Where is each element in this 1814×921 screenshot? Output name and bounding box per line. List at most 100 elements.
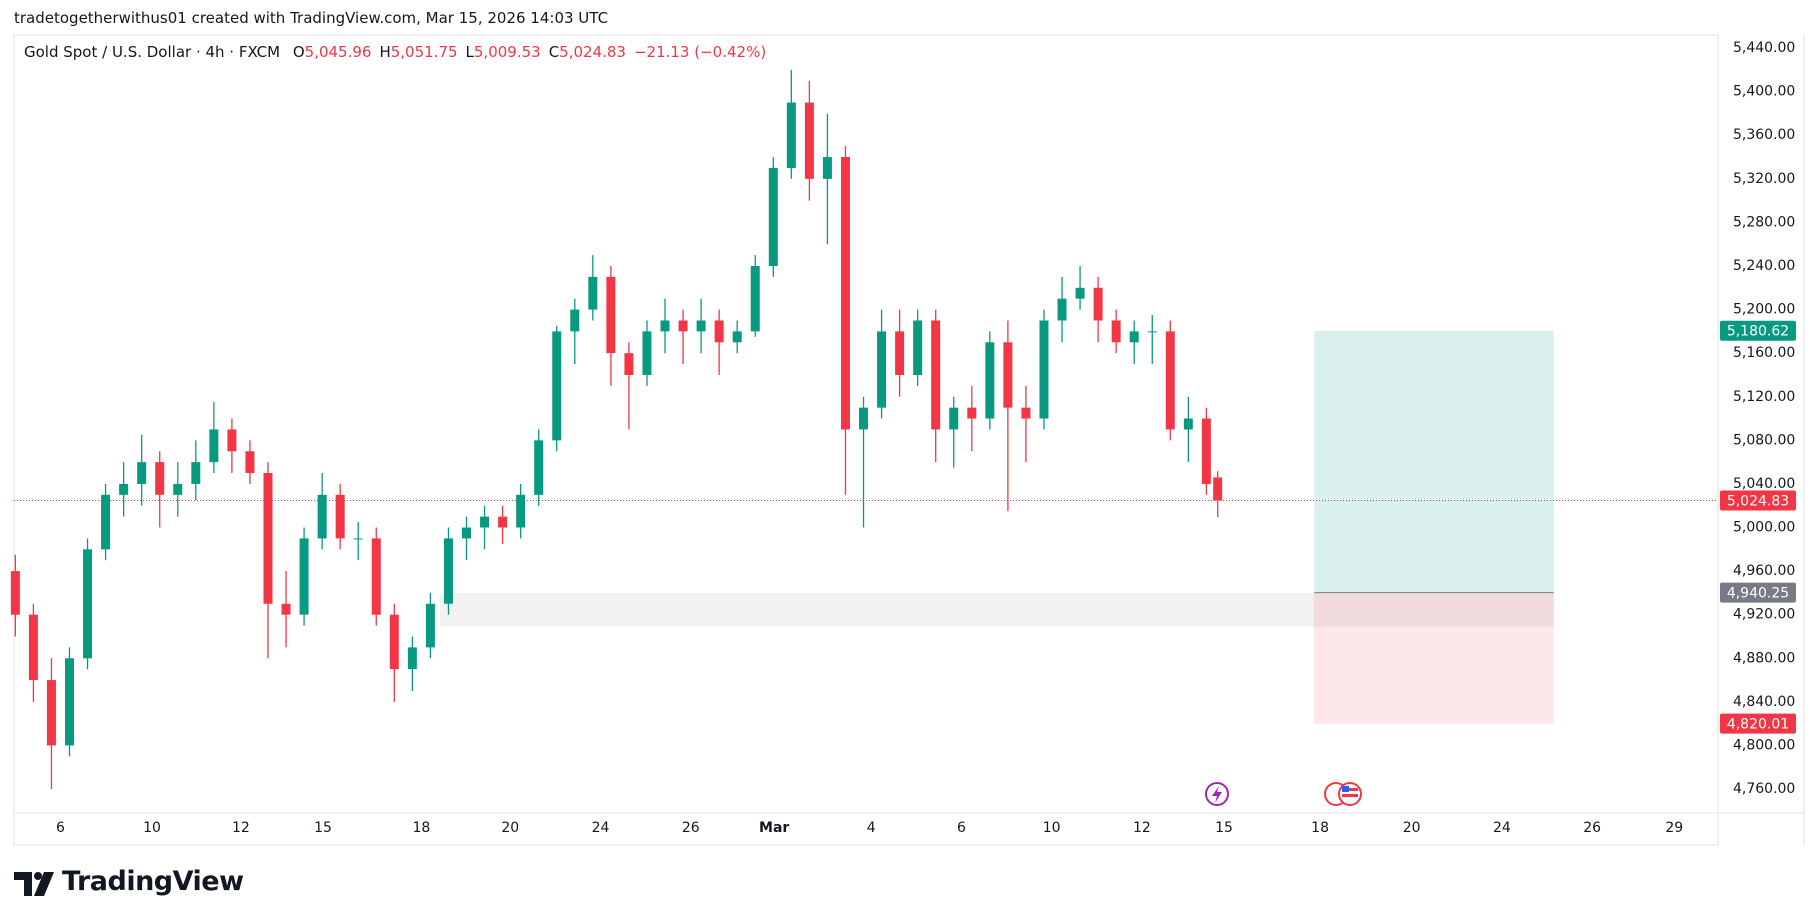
x-tick-label: 15 <box>1215 820 1233 836</box>
candle-body <box>407 647 417 670</box>
candle-body <box>245 451 255 474</box>
x-tick-label: 18 <box>1311 820 1329 836</box>
candle-body <box>281 603 291 615</box>
y-tick-label: 5,400.00 <box>1733 84 1795 100</box>
candle-body <box>1213 477 1223 501</box>
x-tick-label: 20 <box>501 820 519 836</box>
x-tick-label: 20 <box>1403 820 1421 836</box>
y-tick-label: 4,840.00 <box>1733 694 1795 710</box>
candle-body <box>696 320 706 332</box>
candle-body <box>949 407 959 430</box>
y-tick-label: 5,320.00 <box>1733 171 1795 187</box>
x-tick-label: 15 <box>314 820 332 836</box>
candle-body <box>1183 418 1193 430</box>
candle-body <box>1021 407 1031 419</box>
candle-body <box>371 538 381 615</box>
y-tick-label: 4,760.00 <box>1733 781 1795 797</box>
candle-body <box>660 320 670 332</box>
candle-body <box>768 167 778 267</box>
x-tick-label: 6 <box>56 820 65 836</box>
candle-body <box>1057 298 1067 321</box>
y-tick-label: 5,120.00 <box>1733 389 1795 405</box>
y-tick-label: 5,040.00 <box>1733 476 1795 492</box>
symbol-title: Gold Spot / U.S. Dollar · 4h · FXCM <box>24 43 281 61</box>
candle-body <box>28 614 38 681</box>
candle-body <box>173 483 183 495</box>
x-tick-label: Mar <box>759 820 789 836</box>
y-tick-label: 4,800.00 <box>1733 737 1795 753</box>
legend-change: −21.13 (−0.42%) <box>633 43 767 61</box>
candle-body <box>732 331 742 343</box>
candle-body <box>498 516 508 528</box>
candle-body <box>443 538 453 604</box>
candle-body <box>877 331 887 408</box>
x-tick-label: 29 <box>1665 820 1683 836</box>
y-tick-label: 5,240.00 <box>1733 258 1795 274</box>
candle-body <box>263 473 273 604</box>
candle-body <box>606 276 616 354</box>
candle-body <box>1147 331 1157 333</box>
legend: Gold Spot / U.S. Dollar · 4h · FXCM O5,0… <box>24 43 766 61</box>
legend-value: 5,024.83 <box>559 43 626 61</box>
profit-zone <box>1314 330 1554 593</box>
y-tick-label: 5,280.00 <box>1733 214 1795 230</box>
legend-value: 5,009.53 <box>473 43 541 61</box>
target-price-label: 5,180.62 <box>1727 324 1789 340</box>
candle-body <box>588 276 598 310</box>
candle-body <box>750 266 760 332</box>
x-tick-label: 4 <box>867 820 876 836</box>
event-icon[interactable] <box>1324 782 1362 806</box>
loss-zone <box>1314 592 1554 724</box>
candle-body <box>389 614 399 670</box>
entry-price-box <box>1720 582 1796 603</box>
legend-label: C <box>548 43 560 61</box>
zone <box>439 592 1554 627</box>
candle-body <box>46 680 56 746</box>
y-tick-label: 5,080.00 <box>1733 432 1795 448</box>
x-tick-label: 26 <box>1583 820 1601 836</box>
candle-body <box>83 549 93 659</box>
x-tick-label: 24 <box>1493 820 1511 836</box>
candle-body <box>1111 320 1121 343</box>
candle-body <box>462 527 472 539</box>
candle-body <box>425 603 435 648</box>
candle-body <box>317 494 327 539</box>
candle-body <box>840 157 850 430</box>
y-tick-label: 5,000.00 <box>1733 520 1795 536</box>
candle-body <box>191 462 201 484</box>
event-icon[interactable] <box>1205 782 1229 806</box>
y-tick-label: 5,160.00 <box>1733 345 1795 361</box>
legend-value: 5,051.75 <box>390 43 458 61</box>
candle-body <box>137 462 147 484</box>
x-tick-label: 24 <box>592 820 610 836</box>
candle-body <box>913 320 923 375</box>
candle-body <box>480 516 490 528</box>
candle-body <box>552 331 562 441</box>
candle-body <box>985 342 995 419</box>
candle-body <box>822 157 832 179</box>
current-price-box <box>1720 490 1796 511</box>
candle-body <box>895 331 905 375</box>
x-tick-label: 18 <box>412 820 430 836</box>
header: tradetogetherwithus01 created with Tradi… <box>14 9 609 27</box>
candle-body <box>1003 342 1013 408</box>
candle-body <box>1039 320 1049 419</box>
x-tick-label: 10 <box>1043 820 1061 836</box>
y-tick-label: 5,440.00 <box>1733 40 1795 56</box>
current-price-label: 5,024.83 <box>1727 493 1789 509</box>
candle-body <box>1129 331 1139 343</box>
x-tick-label: 12 <box>232 820 250 836</box>
candle-body <box>786 102 796 168</box>
y-tick-label: 4,880.00 <box>1733 650 1795 666</box>
candle-body <box>101 494 111 550</box>
candle-body <box>119 483 129 495</box>
x-tick-label: 26 <box>682 820 700 836</box>
brand-logo <box>14 872 54 896</box>
y-tick-label: 4,920.00 <box>1733 607 1795 623</box>
candle-body <box>642 331 652 375</box>
stop-price-box <box>1720 713 1796 734</box>
x-tick-label: 6 <box>957 820 966 836</box>
candle-body <box>1201 418 1211 484</box>
candle-body <box>209 429 219 463</box>
